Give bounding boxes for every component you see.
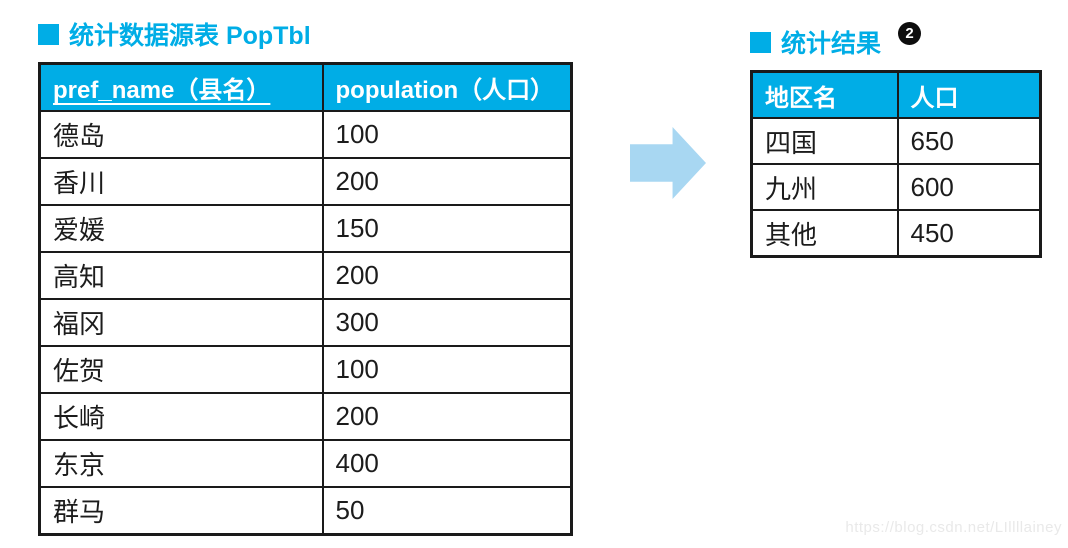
population-cell: 650: [896, 117, 1042, 165]
table-row: 四国 650: [750, 117, 1042, 165]
pref-name-cell: 德岛: [38, 110, 324, 159]
table-row: 香川 200: [38, 157, 573, 206]
population-cell: 150: [321, 204, 573, 253]
region-cell: 九州: [750, 163, 899, 211]
watermark: https://blog.csdn.net/LIllllainey: [845, 519, 1062, 536]
population-cell: 50: [321, 486, 573, 536]
table-row: 德岛 100: [38, 110, 573, 159]
population-cell: 300: [321, 298, 573, 347]
table-row: 佐贺 100: [38, 345, 573, 394]
result-col-header-region: 地区名: [750, 70, 899, 119]
pref-name-cell: 福冈: [38, 298, 324, 347]
pref-name-cell: 爱媛: [38, 204, 324, 253]
table-row: 福冈 300: [38, 298, 573, 347]
source-col-header-population: population（人口）: [321, 62, 573, 112]
population-cell: 450: [896, 209, 1042, 258]
source-table-header-row: pref_name（县名） population（人口）: [38, 62, 573, 112]
result-section-title: 统计结果 2: [750, 21, 922, 60]
table-row: 九州 600: [750, 163, 1042, 211]
population-cell: 400: [321, 439, 573, 488]
result-table-header-row: 地区名 人口: [750, 70, 1042, 119]
result-section-title-text: 统计结果: [781, 30, 882, 58]
result-col-header-population: 人口: [896, 70, 1042, 119]
source-section-title-text: 统计数据源表 PopTbl: [69, 22, 311, 50]
region-cell: 四国: [750, 117, 899, 165]
population-cell: 100: [321, 110, 573, 159]
source-col-header-pref-name: pref_name（县名）: [38, 62, 324, 112]
population-cell: 200: [321, 251, 573, 300]
pref-name-cell: 群马: [38, 486, 324, 536]
section-marker-icon: [750, 31, 771, 53]
table-row: 爱媛 150: [38, 204, 573, 253]
pref-name-cell: 东京: [38, 439, 324, 488]
population-cell: 200: [321, 157, 573, 206]
pref-name-cell: 高知: [38, 251, 324, 300]
table-row: 群马 50: [38, 486, 573, 536]
population-cell: 600: [896, 163, 1042, 211]
source-section-title: 统计数据源表 PopTbl: [38, 16, 311, 52]
source-table: pref_name（县名） population（人口） 德岛 100 香川 2…: [38, 62, 573, 536]
table-row: 其他 450: [750, 209, 1042, 258]
pref-name-cell: 长崎: [38, 392, 324, 441]
population-cell: 100: [321, 345, 573, 394]
table-row: 东京 400: [38, 439, 573, 488]
transform-arrow-icon: [630, 127, 706, 199]
step-2-badge: 2: [898, 21, 922, 45]
table-row: 长崎 200: [38, 392, 573, 441]
table-row: 高知 200: [38, 251, 573, 300]
pref-name-cell: 佐贺: [38, 345, 324, 394]
pref-name-cell: 香川: [38, 157, 324, 206]
population-cell: 200: [321, 392, 573, 441]
region-cell: 其他: [750, 209, 899, 258]
result-table: 地区名 人口 四国 650 九州 600 其他 450: [750, 70, 1042, 258]
section-marker-icon: [38, 23, 59, 45]
